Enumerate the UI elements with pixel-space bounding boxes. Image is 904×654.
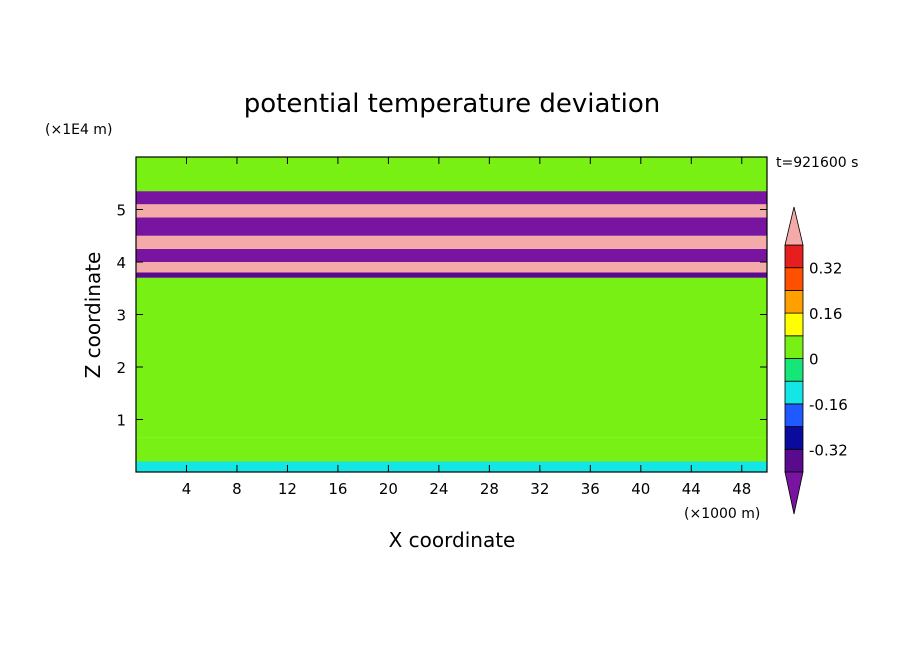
contour-band — [136, 217, 767, 236]
contour-band — [136, 277, 767, 346]
colorbar-segment — [784, 358, 804, 382]
x-tick-label: 40 — [631, 480, 650, 498]
y-tick-label: 1 — [116, 412, 126, 430]
contour-band — [136, 437, 767, 462]
colorbar-segment — [784, 335, 804, 359]
y-tick-label: 3 — [116, 307, 126, 325]
contour-band — [136, 461, 767, 472]
contour-band — [136, 262, 767, 273]
colorbar: 0.32 0.16 0 -0.16 -0.32 — [784, 206, 848, 515]
contour-band — [136, 204, 767, 218]
x-tick-label: 36 — [581, 480, 600, 498]
y-tick-label: 4 — [116, 254, 126, 272]
colorbar-tick-label: -0.16 — [809, 396, 848, 414]
colorbar-segment — [784, 403, 804, 427]
contour-band — [136, 248, 767, 262]
colorbar-tick-label: 0.16 — [809, 305, 842, 323]
x-unit-label: (×1000 m) — [684, 506, 760, 522]
x-axis: 4 8 12 16 20 24 28 32 36 40 44 48 — [182, 157, 751, 498]
contour-band — [136, 191, 767, 205]
x-tick-label: 44 — [682, 480, 701, 498]
contour-band — [136, 398, 767, 438]
colorbar-segment — [784, 380, 804, 405]
y-unit-label: (×1E4 m) — [45, 122, 112, 138]
colorbar-segment — [784, 312, 804, 337]
y-axis-label: Z coordinate — [81, 252, 105, 379]
x-tick-label: 32 — [530, 480, 549, 498]
plot-area — [136, 157, 767, 472]
colorbar-under-arrow — [784, 471, 804, 515]
x-tick-label: 24 — [429, 480, 448, 498]
chart-title: potential temperature deviation — [244, 89, 660, 119]
time-label: t=921600 s — [776, 155, 858, 171]
colorbar-tick-label: 0 — [809, 351, 819, 369]
colorbar-segment — [784, 267, 804, 291]
contour-band — [136, 235, 767, 249]
contour-band — [136, 346, 767, 399]
y-axis: 1 2 3 4 5 — [116, 202, 767, 430]
x-tick-label: 48 — [732, 480, 751, 498]
contour-band — [136, 272, 767, 278]
colorbar-segment — [784, 244, 804, 269]
x-tick-label: 4 — [182, 480, 192, 498]
colorbar-tick-label: 0.32 — [809, 260, 842, 278]
colorbar-segment — [784, 426, 804, 450]
contour-band — [136, 157, 767, 192]
x-tick-label: 28 — [480, 480, 499, 498]
colorbar-over-arrow — [784, 206, 804, 246]
colorbar-segment — [784, 448, 804, 473]
x-tick-label: 12 — [278, 480, 297, 498]
x-tick-label: 20 — [379, 480, 398, 498]
x-axis-label: X coordinate — [389, 528, 516, 552]
x-tick-label: 8 — [232, 480, 242, 498]
x-tick-label: 16 — [328, 480, 347, 498]
colorbar-tick-label: -0.32 — [809, 441, 848, 459]
colorbar-segment — [784, 289, 804, 314]
y-tick-label: 2 — [116, 359, 126, 377]
y-tick-label: 5 — [116, 202, 126, 220]
